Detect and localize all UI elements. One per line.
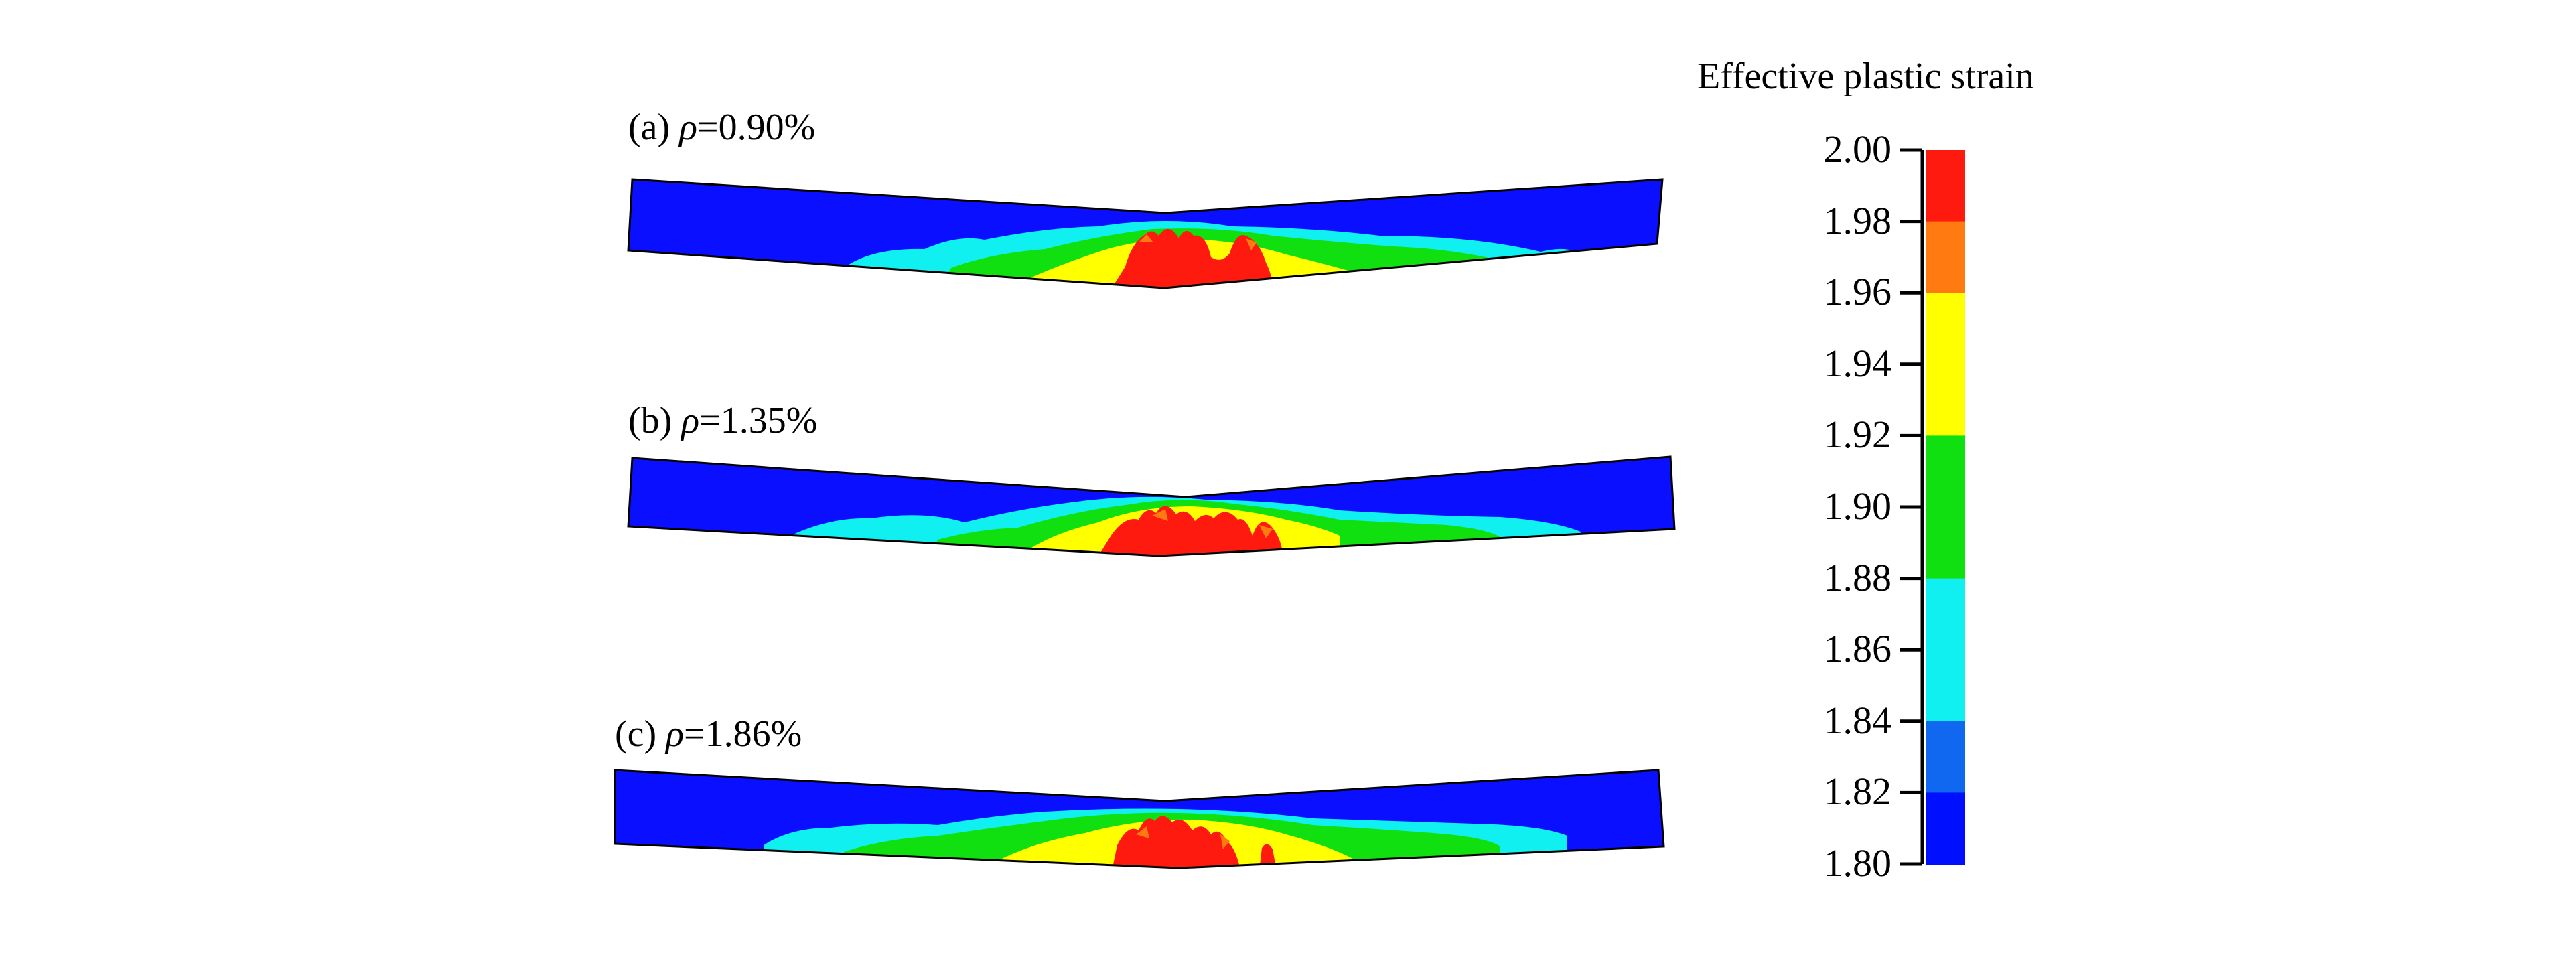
beam-b-orange-fringe (1152, 509, 1273, 538)
beam-c-orange-fringe (1136, 826, 1230, 849)
colorbar-tick-label: 1.84 (1823, 698, 1892, 742)
beam-a-rho-value: =0.90% (697, 106, 816, 148)
colorbar-tick-label: 1.82 (1823, 769, 1892, 814)
beam-b-label-prefix: (b) (628, 400, 672, 441)
colorbar-tick-label: 1.86 (1823, 627, 1892, 671)
beam-b-red-zone (1098, 506, 1283, 556)
beam-a (628, 179, 1662, 288)
colorbar-band (1926, 721, 1965, 794)
colorbar-tick-label: 1.90 (1823, 484, 1892, 528)
beam-b-outline (627, 455, 1676, 557)
beam-a-red-zone (1112, 228, 1273, 288)
colorbar-band (1926, 364, 1965, 437)
beam-a-label: (a) ρ=0.90% (628, 106, 815, 149)
colorbar-band (1926, 792, 1965, 865)
beam-b-rho-symbol: ρ (681, 400, 700, 441)
colorbar-tick-label: 1.92 (1823, 413, 1892, 457)
colorbar-band (1926, 435, 1965, 508)
colorbar-band (1926, 507, 1965, 579)
colorbar-tick-label: 1.98 (1823, 198, 1892, 242)
colorbar-band (1926, 150, 1965, 222)
beam-a-outline (627, 178, 1664, 289)
colorbar-tick-label: 1.96 (1823, 270, 1892, 314)
colorbar-band (1926, 650, 1965, 722)
beam-c-outline (614, 769, 1665, 869)
colorbar-tick-label: 2.00 (1823, 127, 1892, 171)
beam-c-rho-value: =1.86% (684, 713, 802, 755)
beam-b-rho-value: =1.35% (699, 400, 818, 441)
colorbar-tick-label: 1.94 (1823, 341, 1892, 385)
beam-c-rho-symbol: ρ (666, 713, 685, 755)
beam-c-red-zone (1112, 816, 1277, 868)
beam-a-rho-symbol: ρ (679, 106, 698, 148)
beam-a-label-prefix: (a) (628, 106, 670, 148)
colorbar-band (1926, 578, 1965, 651)
colorbar-tick-label: 1.88 (1823, 555, 1892, 599)
beam-c-label: (c) ρ=1.86% (615, 713, 802, 755)
colorbar-title: Effective plastic strain (1697, 56, 2034, 97)
beam-c-label-prefix: (c) (615, 713, 657, 755)
colorbar-band (1926, 221, 1965, 294)
colorbar-tick-label: 1.80 (1823, 841, 1892, 885)
beam-b-label: (b) ρ=1.35% (628, 399, 817, 442)
colorbar-band (1926, 293, 1965, 365)
